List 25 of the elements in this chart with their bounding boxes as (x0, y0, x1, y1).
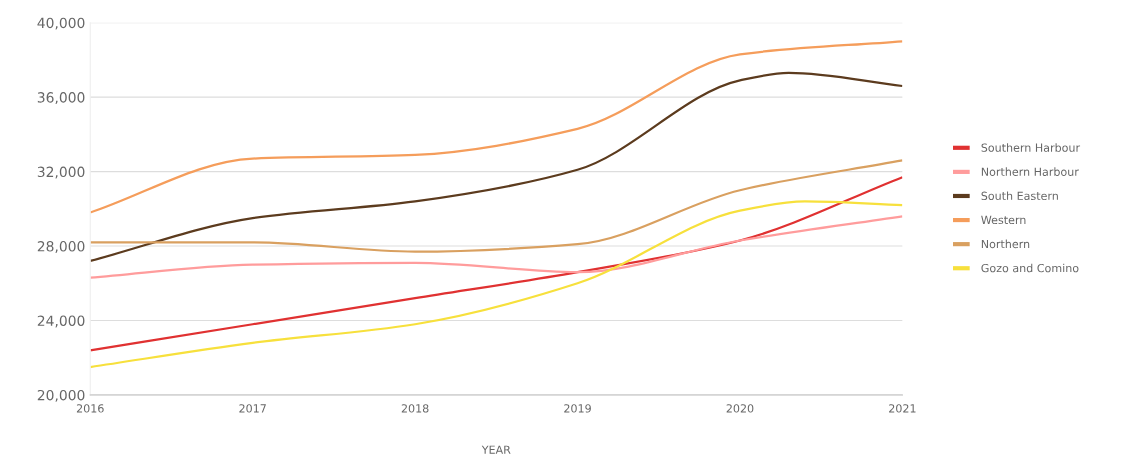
y-tick-label: 32,000 (37, 166, 85, 179)
line-series (90, 40, 903, 214)
legend-label: Northern Harbour (981, 167, 1079, 176)
x-tick-label: 2020 (726, 404, 754, 413)
y-tick-label: 28,000 (37, 241, 85, 253)
y-tick-label: 20,000 (37, 389, 85, 402)
y-tick-label: 40,000 (37, 17, 85, 30)
legend-label: Western (981, 215, 1026, 225)
y-tick-label: 36,000 (37, 92, 85, 105)
x-tick-label: 2019 (564, 404, 591, 413)
legend-label: Gozo and Comino (981, 263, 1079, 273)
legend-label: Northern (981, 239, 1030, 249)
line-series (90, 200, 903, 369)
x-tick-label: 2018 (401, 404, 429, 413)
x-tick-label: 2021 (889, 404, 916, 413)
line-series (90, 215, 903, 279)
line-series (90, 159, 903, 253)
x-axis-title: YEAR (481, 445, 511, 454)
x-tick-label: 2017 (239, 404, 266, 413)
line-series (90, 71, 903, 263)
line-series (90, 176, 903, 352)
x-tick-label: 2016 (76, 404, 104, 413)
y-tick-label: 24,000 (37, 315, 85, 328)
legend-label: Southern Harbour (981, 143, 1081, 152)
legend-label: South Eastern (981, 191, 1058, 201)
